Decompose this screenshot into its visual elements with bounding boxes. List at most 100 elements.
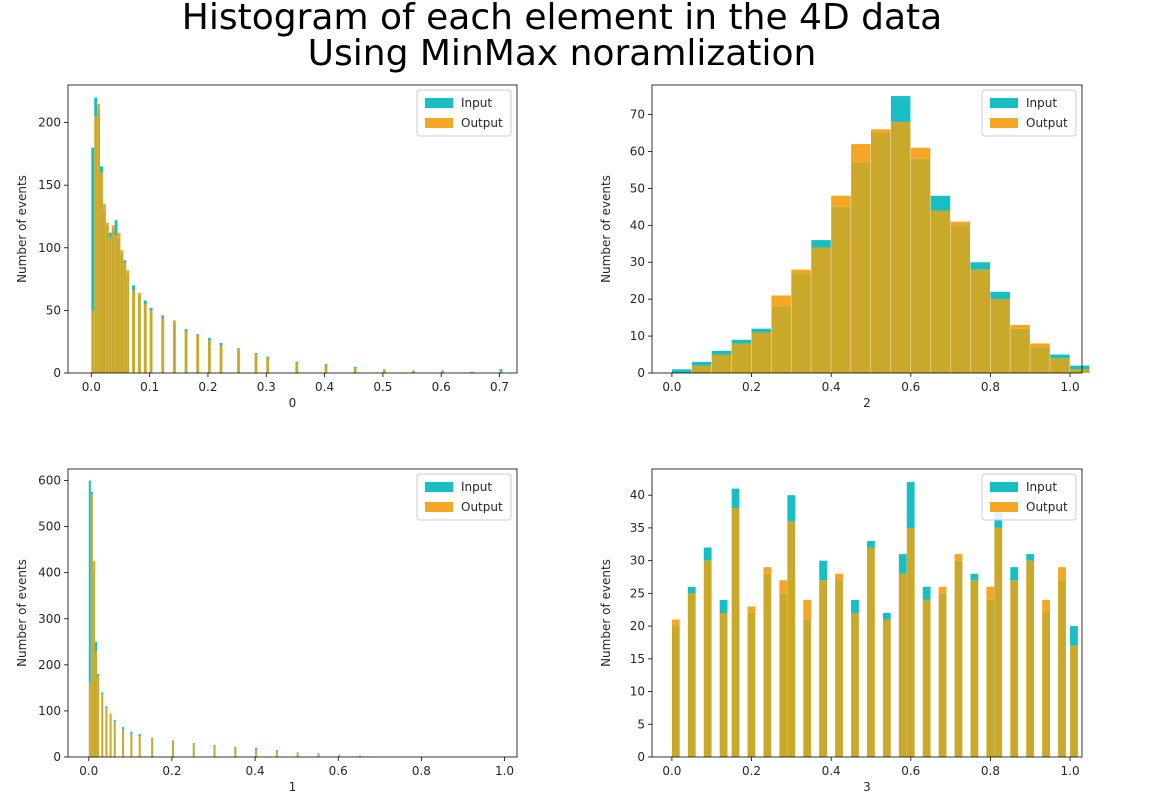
bar-overlap-27: [1070, 645, 1078, 757]
bar-input-16: [234, 746, 237, 748]
x-tick-label: 1.0: [1061, 764, 1080, 778]
bar-overlap-31: [441, 371, 445, 373]
bar-overlap-8: [114, 235, 118, 373]
bar-overlap-13: [132, 290, 135, 373]
bar-output-9: [117, 232, 121, 238]
bar-input-28: [353, 366, 357, 368]
bar-overlap-3: [100, 172, 103, 373]
bar-input-17: [255, 747, 258, 750]
bar-overlap-27: [324, 365, 328, 373]
x-tick-label: 1.0: [1061, 380, 1080, 394]
bar-overlap-18: [938, 593, 947, 757]
bar-input-27: [1070, 626, 1078, 646]
bar-overlap-5: [101, 694, 104, 757]
y-tick-label: 10: [630, 685, 645, 699]
bar-input-21: [207, 337, 211, 341]
bar-overlap-15: [143, 304, 147, 373]
bar-input-4: [97, 674, 100, 677]
bar-output-18: [172, 320, 176, 323]
bar-overlap-23: [237, 349, 240, 373]
bar-output-11: [835, 573, 843, 581]
bar-output-10: [120, 250, 124, 255]
bar-input-16: [906, 482, 915, 528]
bar-input-11: [138, 733, 141, 737]
bar-overlap-10: [130, 733, 133, 757]
y-tick-label: 50: [46, 303, 61, 317]
bar-output-12: [126, 270, 130, 276]
bar-input-4: [731, 488, 740, 509]
bar-overlap-10: [819, 580, 828, 757]
bar-input-1: [691, 361, 712, 366]
x-tick-label: 0.6: [432, 380, 451, 394]
legend-label-output: Output: [1026, 500, 1068, 514]
x-tick-label: 0.5: [373, 380, 392, 394]
bar-overlap-11: [138, 736, 141, 757]
y-tick-label: 35: [630, 521, 645, 535]
bar-output-0: [671, 619, 680, 627]
legend: Input Output: [416, 473, 512, 521]
bar-overlap-3: [731, 343, 752, 373]
bar-overlap-6: [108, 237, 112, 373]
y-tick-label: 0: [53, 366, 61, 380]
bar-input-0: [88, 480, 91, 684]
bar-overlap-17: [922, 599, 931, 757]
bar-overlap-22: [219, 345, 223, 373]
bar-overlap-1: [691, 365, 712, 373]
histogram-panel-4: 0.0 0.2 0.4 0.6 0.8 1.0 0 5 10 15 20 25 30 35 40 3 Numbe…: [599, 468, 1083, 794]
bar-input-26: [295, 361, 299, 363]
bar-overlap-13: [867, 547, 875, 757]
y-tick-label: 100: [38, 241, 61, 255]
bar-overlap-19: [296, 752, 299, 757]
x-tick-label: 0.7: [490, 380, 509, 394]
bar-input-8: [787, 495, 796, 522]
axes-frame: [651, 84, 1083, 374]
y-tick-label: 20: [630, 619, 645, 633]
y-tick-label: 150: [38, 178, 61, 192]
figure-title: Histogram of each element in the 4D data…: [0, 0, 1124, 72]
x-tick-label: 1.0: [495, 764, 514, 778]
bar-overlap-4: [97, 676, 100, 757]
bar-overlap-9: [117, 237, 121, 373]
bar-overlap-4: [751, 332, 772, 373]
bar-overlap-28: [353, 367, 357, 373]
x-tick-label: 0.2: [742, 380, 761, 394]
bar-input-20: [317, 753, 320, 755]
bar-overlap-9: [851, 162, 871, 373]
bar-overlap-16: [234, 747, 237, 757]
bar-overlap-19: [954, 560, 963, 757]
bar-overlap-15: [898, 573, 907, 757]
bar-overlap-10: [870, 133, 891, 373]
bar-output-12: [910, 147, 931, 159]
bar-overlap-6: [791, 273, 811, 373]
bar-input-12: [151, 737, 154, 739]
y-tick-label: 100: [38, 704, 61, 718]
y-tick-label: 30: [630, 255, 645, 269]
x-tick-label: 0.2: [162, 764, 181, 778]
bar-overlap-0: [88, 683, 91, 757]
bar-output-19: [954, 554, 963, 561]
legend: Input Output: [416, 89, 512, 137]
bar-input-20: [1070, 365, 1090, 370]
bar-input-1: [94, 97, 98, 117]
bar-overlap-4: [731, 508, 740, 757]
bar-overlap-10: [120, 254, 124, 373]
y-axis-label: Number of events: [599, 559, 613, 667]
bar-overlap-7: [109, 715, 112, 757]
legend-swatch-output: [990, 502, 1018, 512]
y-tick-label: 0: [637, 366, 645, 380]
y-tick-label: 400: [38, 566, 61, 580]
bar-overlap-24: [1026, 560, 1035, 757]
bar-overlap-14: [950, 225, 971, 373]
bar-overlap-26: [1058, 580, 1066, 757]
legend-label-input: Input: [461, 96, 492, 110]
bar-input-16: [990, 291, 1010, 300]
bar-overlap-19: [184, 331, 188, 373]
axes-frame: [67, 468, 518, 758]
x-tick-label: 0.3: [257, 380, 276, 394]
bar-overlap-17: [1010, 328, 1030, 373]
x-tick-label: 0.4: [246, 764, 265, 778]
bar-input-17: [922, 586, 931, 600]
bar-input-13: [867, 541, 875, 548]
y-tick-label: 15: [630, 652, 645, 666]
